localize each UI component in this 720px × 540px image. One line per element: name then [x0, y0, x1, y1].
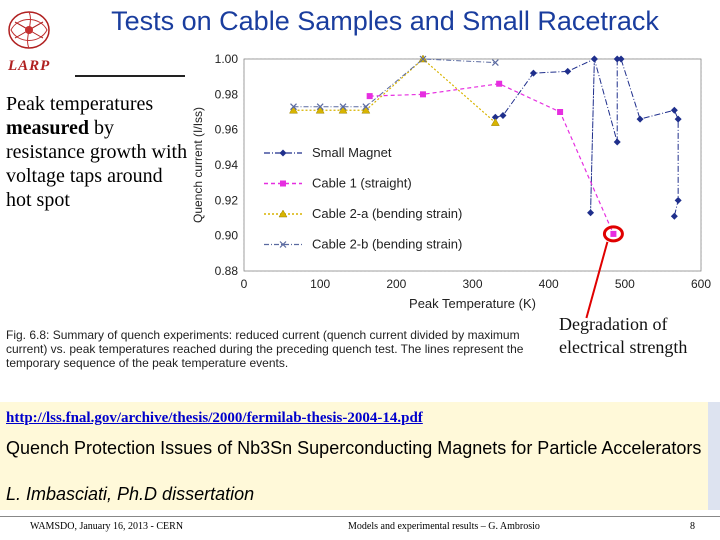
chart-tick-labels: 0.88 0.90 0.92 0.94 0.96 0.98 1.00 0 100 200 300 40… [215, 52, 712, 291]
legend-label: Small Magnet [312, 145, 392, 160]
data-point-series-3 [491, 59, 499, 66]
description-post: by resistance growth with voltage taps a… [6, 117, 188, 211]
legend-marker [278, 209, 288, 218]
legend-background [258, 137, 453, 263]
y-tick-label: 0.90 [215, 229, 239, 243]
x-tick-label: 200 [386, 277, 406, 291]
description-pre: Peak temperatures [6, 93, 154, 115]
y-tick-label: 0.94 [215, 158, 239, 172]
data-point-series-2 [361, 105, 371, 114]
data-point-series-1 [610, 230, 617, 237]
description-text: Peak temperatures measured by resistance… [6, 92, 191, 212]
x-tick-label: 100 [310, 277, 330, 291]
legend-marker [279, 241, 287, 248]
data-point-series-3 [290, 103, 297, 111]
data-point-series-1 [496, 80, 503, 87]
chart-x-axis-label: Peak Temperature (K) [409, 296, 536, 311]
thesis-author: L. Imbasciati, Ph.D dissertation [6, 484, 255, 504]
data-point-series-0 [529, 69, 537, 77]
highlight-arrow [585, 241, 609, 319]
data-point-series-2 [490, 118, 500, 126]
data-point-series-0 [564, 67, 572, 75]
legend-marker [279, 149, 287, 157]
y-tick-label: 0.96 [215, 123, 239, 137]
y-tick-label: 0.92 [215, 193, 239, 207]
quench-current-chart: 0.88 0.90 0.92 0.94 0.96 0.98 1.00 0 100 200 300 40… [191, 52, 712, 319]
figure-caption: Fig. 6.8: Summary of quench experiments:… [6, 328, 524, 370]
decorative-side-bar [708, 402, 720, 510]
chart-y-axis-label: Quench current (I/Iss) [191, 107, 205, 223]
footer-event: WAMSDO, January 16, 2013 - CERN [30, 521, 184, 532]
degradation-highlight [585, 225, 624, 319]
data-point-series-1 [366, 93, 373, 100]
data-point-series-0 [617, 55, 625, 63]
data-point-series-2 [315, 105, 325, 114]
legend-label: Cable 1 (straight) [312, 176, 412, 191]
data-point-series-0 [670, 212, 678, 220]
larp-logo-icon [8, 11, 50, 49]
reference-box [0, 402, 708, 510]
data-point-series-0 [636, 115, 644, 123]
x-tick-label: 400 [539, 277, 559, 291]
description-bold: measured [6, 117, 89, 139]
thesis-title: Quench Protection Issues of Nb3Sn Superc… [6, 438, 702, 458]
x-tick-label: 500 [615, 277, 635, 291]
data-point-series-0 [613, 55, 621, 63]
data-point-series-0 [670, 106, 678, 114]
legend-label: Cable 2-a (bending strain) [312, 206, 462, 221]
footer: WAMSDO, January 16, 2013 - CERN Models a… [0, 514, 720, 540]
y-tick-label: 0.98 [215, 87, 239, 101]
larp-logo-text: LARP [8, 58, 51, 74]
footer-divider [0, 516, 720, 517]
chart-legend: Small Magnet Cable 1 (straight) Cable 2-a … [258, 137, 462, 263]
legend-label: Cable 2-b (bending strain) [312, 237, 462, 252]
data-point-series-3 [362, 103, 370, 111]
y-tick-label: 0.88 [215, 264, 239, 278]
data-point-series-0 [674, 196, 682, 204]
degradation-note: Degradation of electrical strength [559, 314, 688, 357]
data-point-series-2 [338, 105, 348, 114]
data-point-series-0 [674, 115, 682, 123]
data-point-series-0 [491, 113, 499, 121]
legend-marker [280, 180, 286, 187]
footer-talk: Models and experimental results – G. Amb… [348, 521, 540, 532]
data-point-series-3 [339, 103, 347, 111]
x-tick-label: 300 [462, 277, 482, 291]
data-point-series-3 [316, 103, 324, 111]
thesis-link[interactable]: http://lss.fnal.gov/archive/thesis/2000/… [6, 410, 423, 426]
data-point-series-0 [590, 55, 598, 63]
series-line-1 [369, 83, 614, 235]
data-point-series-3 [419, 55, 427, 63]
chart-series-marks [289, 54, 682, 237]
data-point-series-0 [613, 138, 621, 146]
x-tick-label: 600 [691, 277, 711, 291]
data-point-series-1 [557, 109, 564, 115]
slide-title: Tests on Cable Samples and Small Racetra… [111, 6, 659, 36]
data-point-series-0 [587, 209, 595, 217]
data-point-series-1 [419, 91, 426, 98]
series-line-2 [293, 58, 496, 124]
highlight-circle [602, 225, 624, 243]
y-tick-label: 1.00 [215, 52, 239, 66]
title-underline [75, 75, 185, 77]
data-point-series-0 [499, 112, 507, 120]
footer-page-number: 8 [690, 521, 695, 532]
series-line-3 [293, 58, 496, 108]
data-point-series-2 [289, 105, 298, 114]
x-tick-label: 0 [241, 277, 248, 291]
